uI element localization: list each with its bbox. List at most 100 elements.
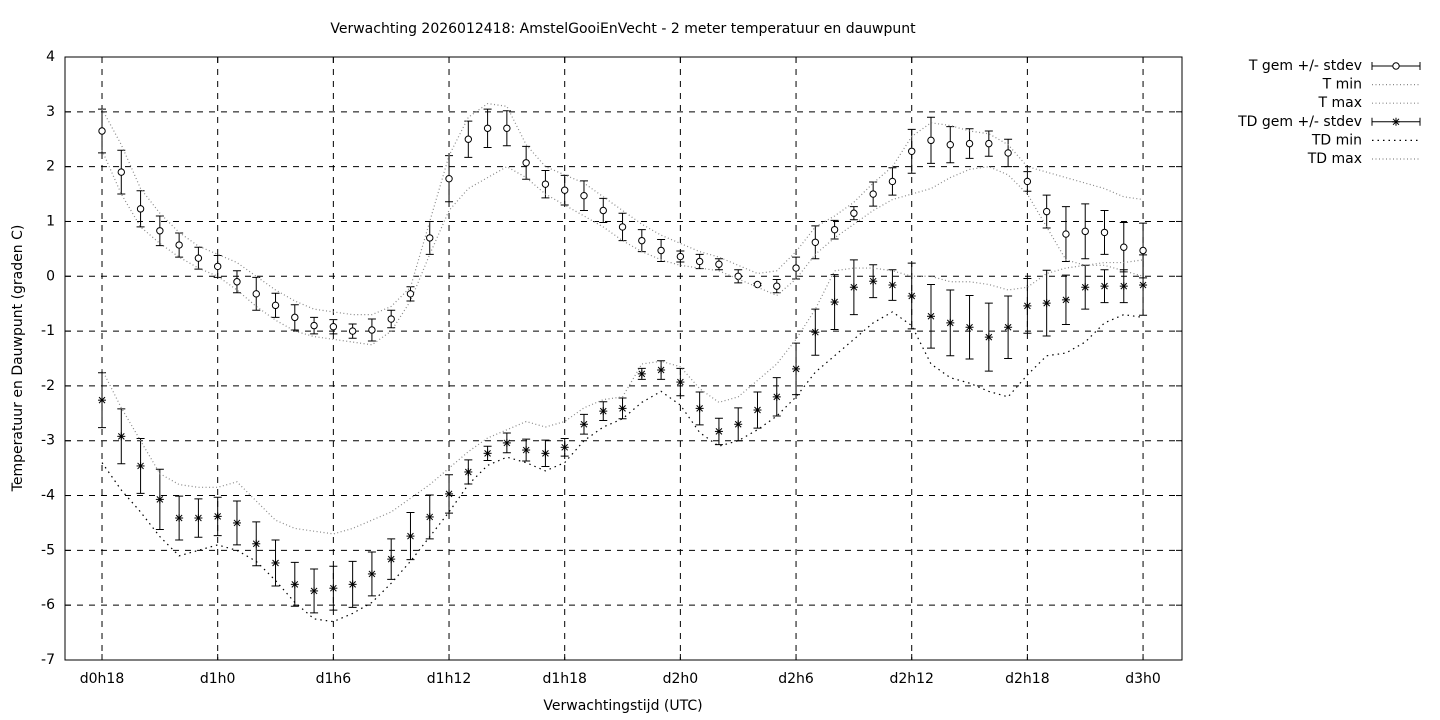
point-marker bbox=[155, 495, 164, 504]
point-marker bbox=[271, 301, 280, 310]
point-marker bbox=[445, 489, 454, 498]
point-marker bbox=[483, 449, 492, 458]
point-marker bbox=[1023, 301, 1032, 310]
line-series bbox=[101, 259, 1144, 535]
point-marker bbox=[811, 238, 820, 246]
point-marker bbox=[406, 532, 415, 541]
point-marker bbox=[1120, 243, 1128, 251]
point-marker bbox=[252, 539, 261, 548]
point-marker bbox=[1042, 207, 1051, 216]
point-marker bbox=[98, 127, 106, 135]
point-marker bbox=[1062, 230, 1070, 238]
point-marker bbox=[310, 586, 319, 595]
point-marker bbox=[926, 312, 935, 321]
point-marker bbox=[117, 168, 125, 176]
point-marker bbox=[580, 191, 588, 200]
point-marker bbox=[329, 323, 338, 331]
x-tick-label: d1h6 bbox=[316, 671, 352, 687]
point-marker bbox=[561, 186, 569, 194]
point-marker bbox=[1004, 149, 1012, 157]
x-axis-label: Verwachtingstijd (UTC) bbox=[543, 698, 702, 714]
y-tick-label: 1 bbox=[46, 213, 55, 229]
point-marker bbox=[348, 327, 357, 335]
point-marker bbox=[676, 252, 685, 261]
point-marker bbox=[618, 404, 627, 413]
y-tick-label: -6 bbox=[41, 597, 55, 613]
point-marker bbox=[1139, 246, 1147, 255]
point-marker bbox=[502, 438, 511, 447]
legend-label: TD max bbox=[1307, 151, 1362, 167]
point-marker bbox=[638, 236, 646, 245]
point-marker bbox=[1023, 177, 1032, 186]
y-tick-label: -5 bbox=[41, 542, 55, 558]
point-marker bbox=[232, 518, 241, 527]
point-marker bbox=[946, 318, 955, 327]
x-tick-label: d1h18 bbox=[542, 671, 586, 687]
legend-label: T gem +/- stdev bbox=[1248, 58, 1362, 74]
point-marker bbox=[908, 147, 916, 155]
point-marker bbox=[907, 292, 916, 301]
point-marker bbox=[869, 277, 878, 286]
point-marker bbox=[830, 225, 839, 234]
point-marker bbox=[618, 223, 627, 231]
point-marker bbox=[753, 406, 762, 415]
point-marker bbox=[156, 227, 164, 235]
point-marker bbox=[541, 180, 550, 188]
point-marker bbox=[348, 580, 357, 589]
point-marker bbox=[426, 234, 434, 242]
x-tick-label: d2h18 bbox=[1005, 671, 1049, 687]
x-tick-label: d1h12 bbox=[427, 671, 471, 687]
point-marker bbox=[1081, 227, 1089, 236]
legend-label: TD gem +/- stdev bbox=[1237, 114, 1362, 130]
point-marker bbox=[734, 420, 743, 429]
point-marker bbox=[98, 396, 107, 405]
point-marker bbox=[946, 141, 954, 149]
point-marker bbox=[464, 135, 473, 143]
legend-label: T max bbox=[1317, 95, 1362, 111]
y-tick-label: -3 bbox=[41, 433, 55, 449]
x-tick-label: d0h18 bbox=[80, 671, 124, 687]
point-marker bbox=[792, 264, 800, 272]
point-marker bbox=[136, 461, 145, 470]
point-marker bbox=[773, 282, 781, 290]
y-tick-label: 4 bbox=[46, 49, 55, 65]
point-marker bbox=[657, 246, 665, 255]
point-marker bbox=[194, 514, 203, 523]
legend-label: TD min bbox=[1311, 132, 1362, 148]
point-marker bbox=[290, 580, 299, 589]
point-marker bbox=[271, 558, 280, 567]
y-tick-label: -2 bbox=[41, 378, 55, 394]
point-marker bbox=[985, 139, 993, 148]
y-tick-label: 3 bbox=[46, 104, 55, 120]
x-tick-label: d2h6 bbox=[778, 671, 814, 687]
point-marker bbox=[1100, 282, 1109, 291]
point-marker bbox=[560, 443, 569, 452]
line-series bbox=[101, 102, 1144, 316]
point-marker bbox=[310, 321, 318, 330]
point-marker bbox=[695, 257, 704, 266]
point-marker bbox=[637, 369, 646, 378]
legend-marker bbox=[1392, 117, 1400, 126]
point-marker bbox=[869, 190, 877, 198]
y-axis-label: Temperatuur en Dauwpunt (graden C) bbox=[10, 225, 26, 493]
point-marker bbox=[772, 392, 781, 401]
point-marker bbox=[175, 241, 183, 249]
point-marker bbox=[425, 512, 434, 521]
point-marker bbox=[136, 205, 145, 213]
plot-frame bbox=[64, 56, 1183, 661]
point-marker bbox=[599, 206, 607, 215]
point-marker bbox=[984, 333, 993, 342]
point-marker bbox=[503, 124, 511, 132]
legend-marker bbox=[1392, 62, 1400, 70]
point-marker bbox=[1100, 228, 1109, 237]
chart-title: Verwachting 2026012418: AmstelGooiEnVech… bbox=[330, 21, 916, 37]
line-series bbox=[101, 311, 1144, 623]
x-tick-label: d3h0 bbox=[1125, 671, 1161, 687]
point-marker bbox=[213, 262, 222, 271]
point-marker bbox=[927, 136, 935, 145]
point-marker bbox=[1119, 282, 1128, 291]
point-marker bbox=[695, 404, 704, 413]
point-marker bbox=[464, 467, 473, 476]
legend-label: T min bbox=[1322, 77, 1362, 93]
